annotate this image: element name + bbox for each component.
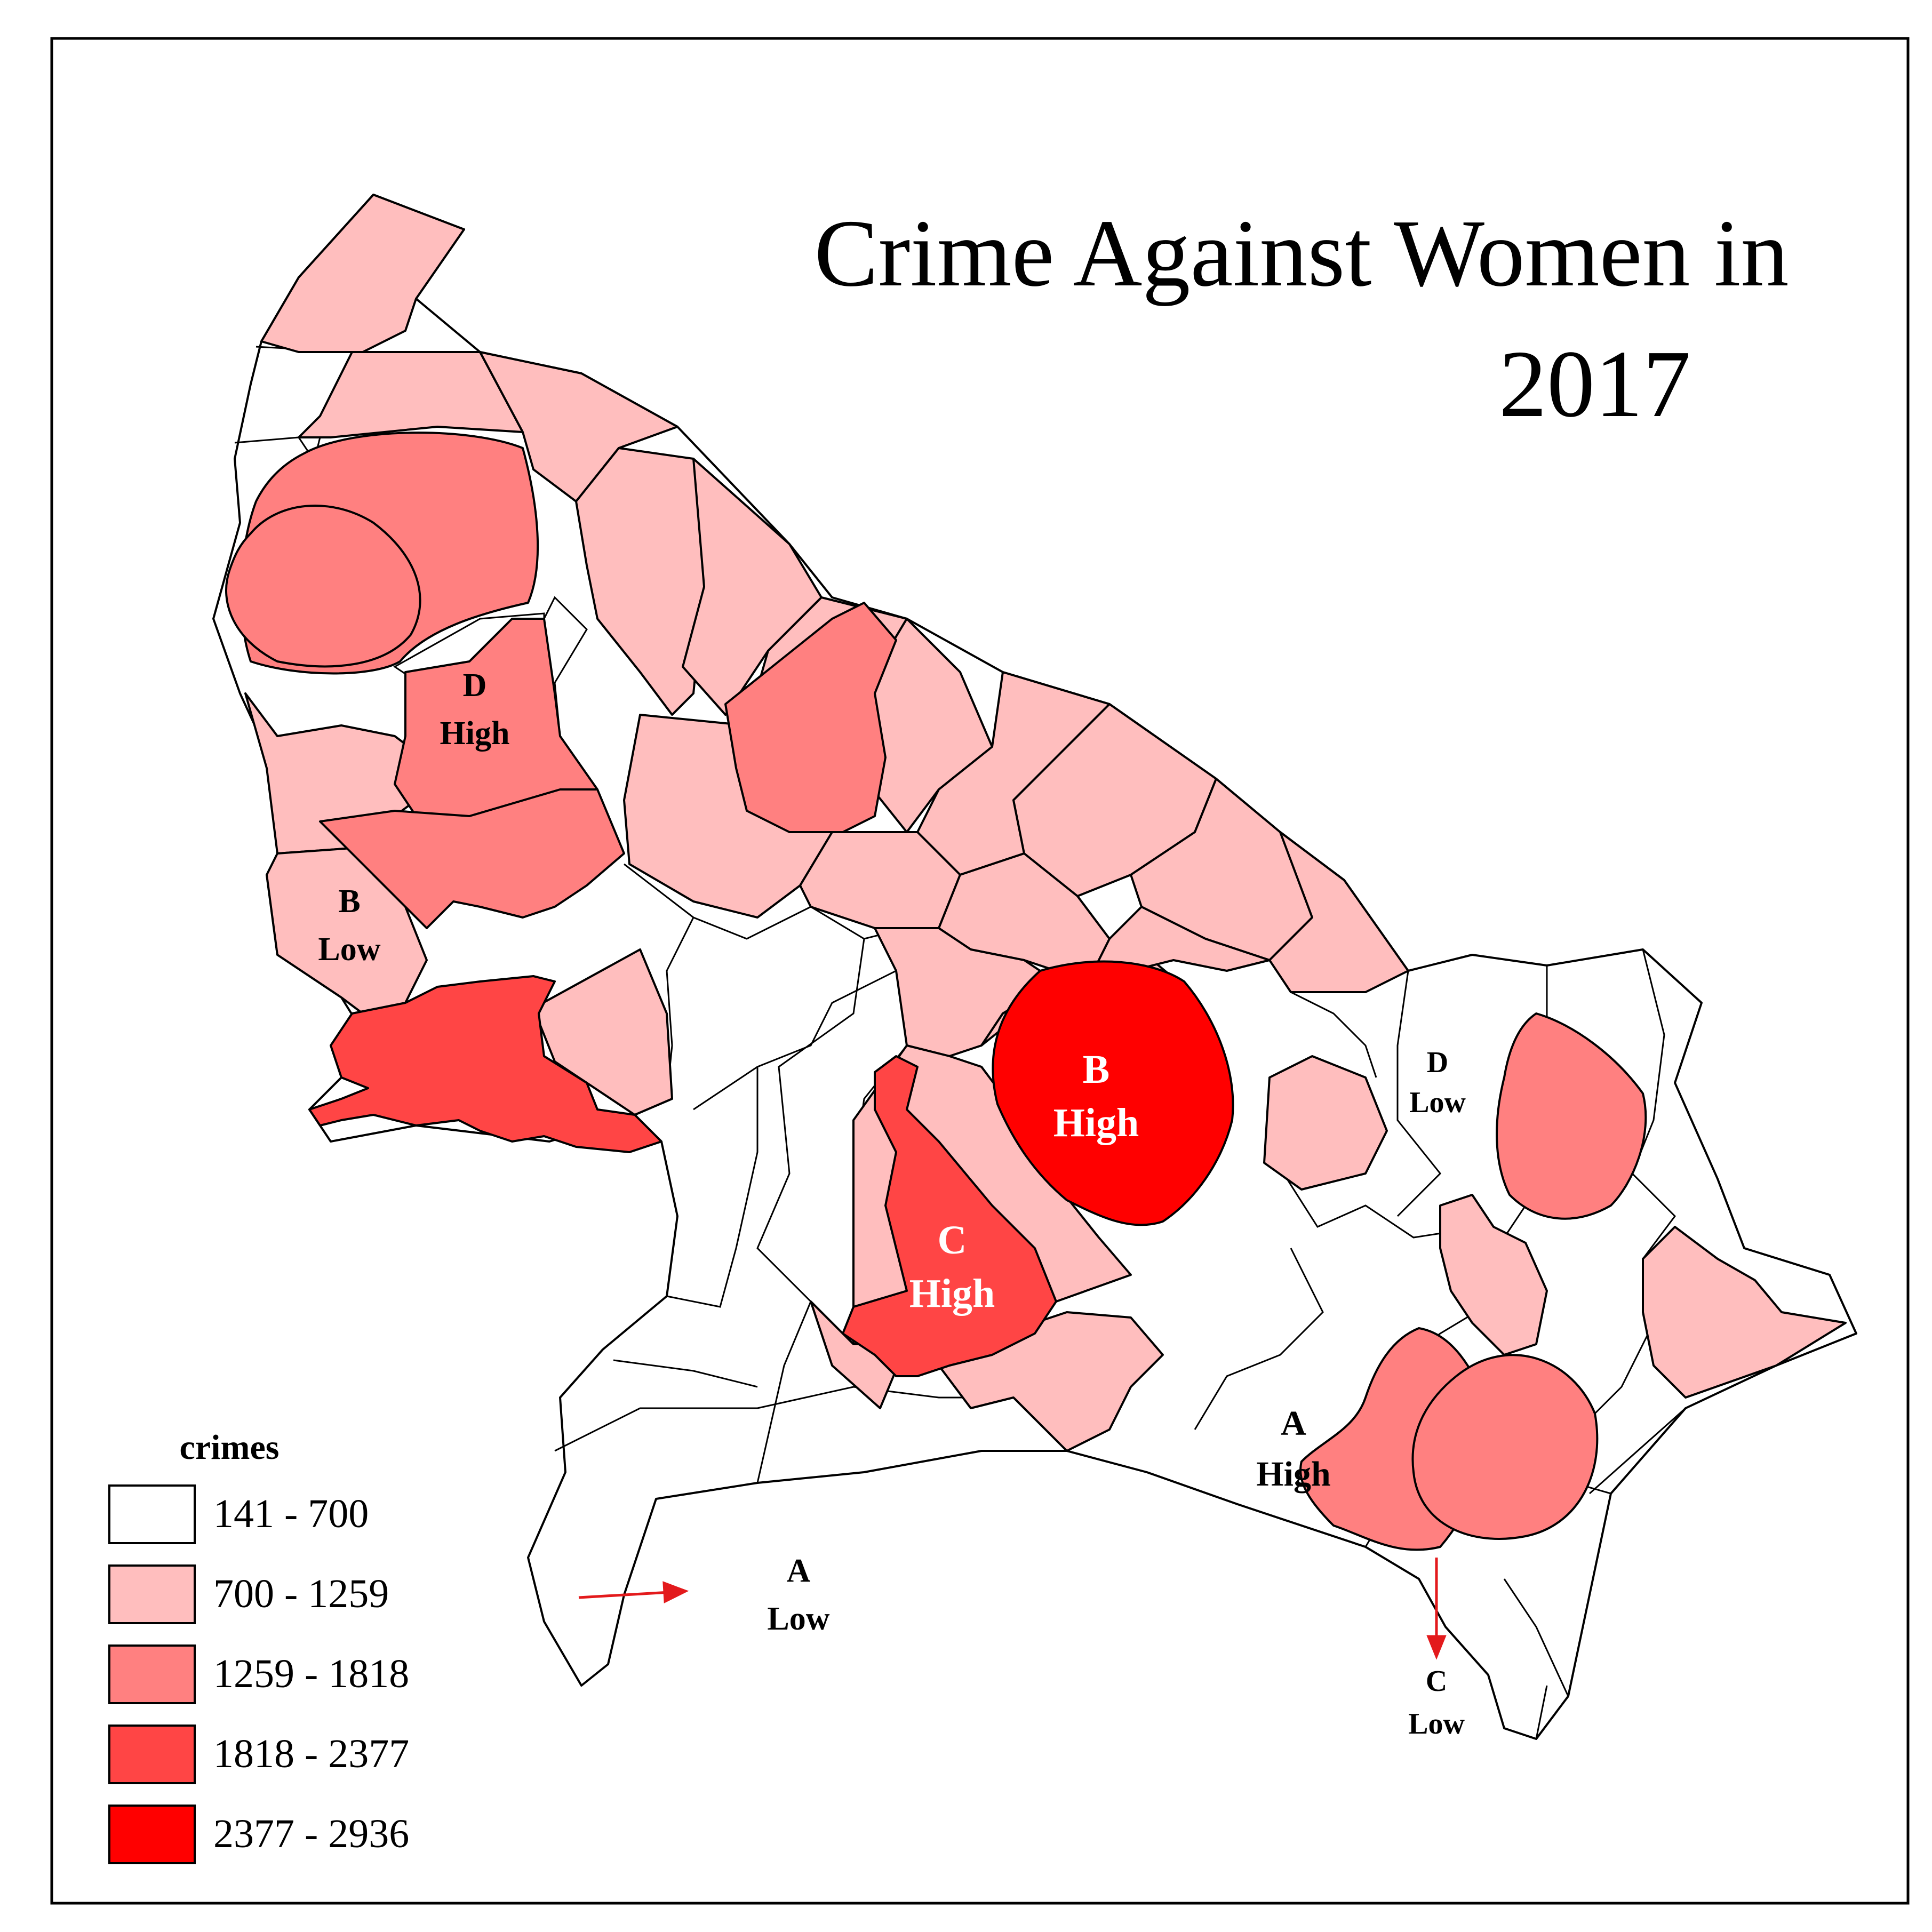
legend-swatch-5 [108,1805,196,1864]
annotation-d-high: D High [440,667,510,752]
annotation-d-high-letter: D [463,667,487,704]
annotation-c-low-letter: C [1426,1665,1447,1698]
map-title-line-2: 2017 [1499,331,1691,437]
legend-swatch-3 [108,1644,196,1704]
annotation-d-low-level: Low [1409,1086,1466,1119]
annotation-c-high-letter: C [938,1218,967,1263]
annotation-b-high-level: High [1053,1100,1139,1145]
arrow-c-low [1426,1558,1447,1660]
annotation-a-low-level: Low [767,1601,829,1637]
annotation-b-high-letter: B [1083,1047,1110,1092]
class-2377-2936-district [992,960,1234,1226]
annotation-c-low-level: Low [1408,1707,1465,1741]
legend-items: 141 - 700 700 - 1259 1259 - 1818 1818 - 237… [108,1484,409,1864]
legend-swatch-2 [108,1564,196,1624]
map-title-line-1: Crime Against Women in [814,200,1789,306]
legend-swatch-4 [108,1725,196,1784]
class-1818-2377-districts [308,975,1057,1377]
legend: crimes 141 - 700 700 - 1259 1259 - 1818 181… [108,1428,409,1864]
annotation-d-low-letter: D [1427,1046,1448,1079]
legend-label-5: 2377 - 2936 [213,1811,409,1856]
annotation-a-low-letter: A [787,1553,811,1589]
annotation-d-low: D Low [1409,1046,1466,1119]
annotation-c-high: C High [909,1218,995,1316]
legend-label-2: 700 - 1259 [213,1571,389,1616]
annotation-b-low: B Low [318,883,380,968]
legend-label-3: 1259 - 1818 [213,1651,409,1696]
arrow-a-low [578,1581,689,1603]
annotation-b-high: B High [1053,1047,1139,1145]
class-1259-1818-districts [225,432,1647,1551]
annotation-a-low: A Low [767,1553,829,1637]
legend-title: crimes [180,1428,280,1467]
annotation-a-high-level: High [1256,1455,1330,1494]
annotation-a-high: A High [1256,1404,1330,1494]
annotation-c-low: C Low [1408,1665,1465,1741]
annotation-b-low-letter: B [338,883,360,920]
annotation-c-high-level: High [909,1271,995,1316]
legend-label-1: 141 - 700 [213,1491,369,1536]
legend-label-4: 1818 - 2377 [213,1731,409,1776]
annotation-a-high-letter: A [1281,1404,1306,1443]
legend-swatch-1 [108,1484,196,1544]
annotation-d-high-level: High [440,715,510,752]
annotation-b-low-level: Low [318,931,380,968]
